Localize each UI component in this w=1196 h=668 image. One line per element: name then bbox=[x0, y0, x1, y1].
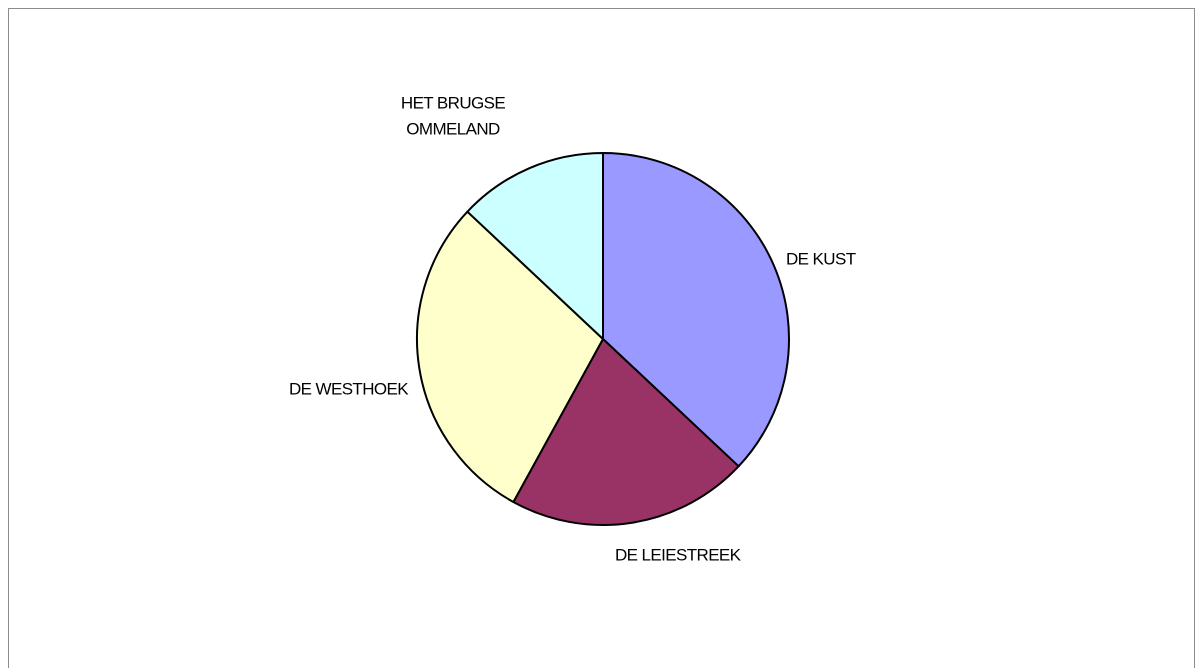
pie-chart: DE KUST DE LEIESTREEK DE WESTHOEK HET BRUGS… bbox=[9, 9, 1196, 661]
slice-label-het-brugse-ommeland: HET BRUGSE OMMELAND bbox=[401, 93, 505, 138]
slice-label-de-leiestreek: DE LEIESTREEK bbox=[615, 545, 742, 564]
chart-area: DE KUST DE LEIESTREEK DE WESTHOEK HET BRUGS… bbox=[8, 8, 1195, 668]
slice-label-de-westhoek: DE WESTHOEK bbox=[289, 379, 409, 398]
slice-label-de-kust: DE KUST bbox=[786, 249, 856, 268]
